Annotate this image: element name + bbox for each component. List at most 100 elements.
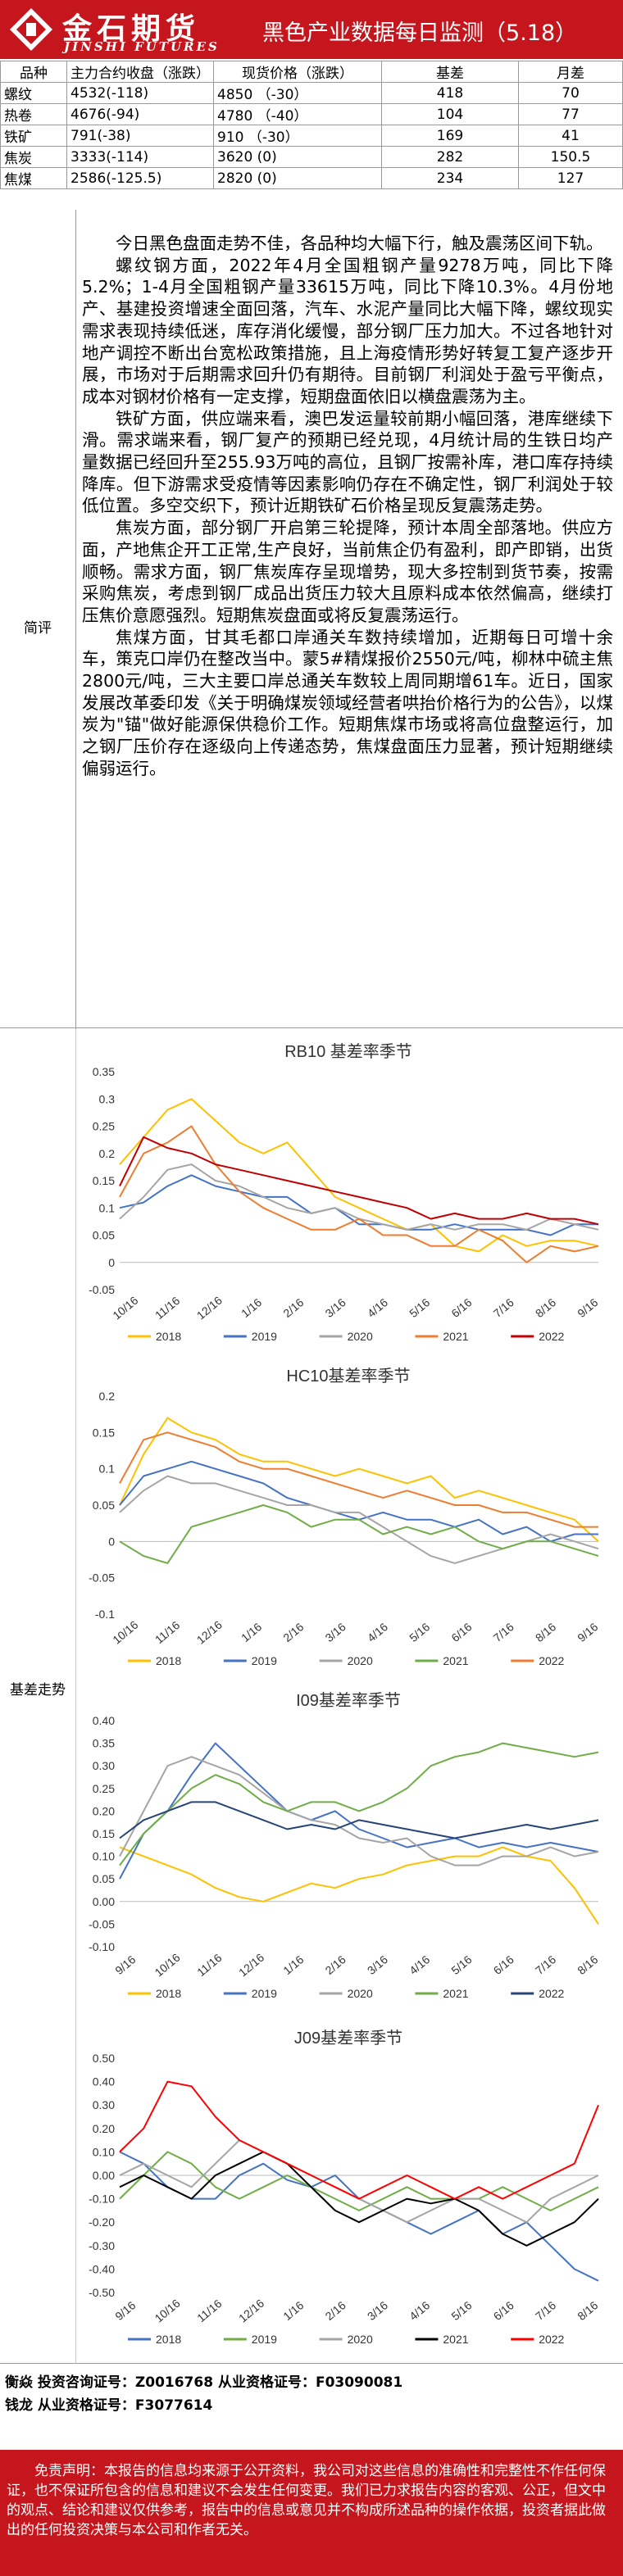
spot-price: 2820 (0) xyxy=(213,167,382,189)
column-header: 基差 xyxy=(381,61,519,83)
x-tick-label: 12/16 xyxy=(194,1618,225,1647)
chart-title: J09基差率季节 xyxy=(294,2029,402,2048)
legend-label: 2019 xyxy=(252,2333,277,2346)
commodity-name: 热卷 xyxy=(0,103,67,125)
spot-price: 910 （-30） xyxy=(213,125,382,147)
x-tick-label: 4/16 xyxy=(365,1295,390,1320)
spot-price: 4780 （-40） xyxy=(213,103,382,125)
x-tick-label: 12/16 xyxy=(194,1294,225,1322)
x-tick-label: 1/16 xyxy=(239,1295,264,1320)
y-tick-label: 0.35 xyxy=(93,1065,115,1078)
spot-price: 3620 (0) xyxy=(213,146,382,168)
series-line-2018 xyxy=(119,2151,599,2282)
analyst-line: 钱龙 从业资格证号：F3077614 xyxy=(5,2397,213,2414)
y-tick-label: 0 xyxy=(108,1535,115,1548)
legend-label: 2018 xyxy=(156,1330,181,1343)
chart-title: HC10基差率季节 xyxy=(286,1367,410,1386)
x-tick-label: 1/16 xyxy=(280,2298,306,2323)
y-tick-label: -0.20 xyxy=(89,2215,115,2229)
x-tick-label: 9/16 xyxy=(112,1952,138,1977)
x-tick-label: 9/16 xyxy=(112,2298,138,2323)
y-tick-label: 0.05 xyxy=(93,1499,115,1512)
hc10-basis-chart: HC10基差率季节 0.2 0.15 0.1 0.05 0 -0.05 -0.1 10/16 11… xyxy=(82,1360,615,1680)
y-tick-label: -0.30 xyxy=(89,2239,115,2252)
x-tick-label: 6/16 xyxy=(491,1952,516,1977)
y-tick-label: 0.00 xyxy=(93,1895,115,1908)
x-tick-label: 10/16 xyxy=(110,1618,140,1647)
y-tick-label: 0.15 xyxy=(93,1827,115,1840)
series-line-2021 xyxy=(119,1504,599,1564)
y-tick-label: 0.10 xyxy=(93,1850,115,1863)
legend-label: 2020 xyxy=(348,1330,373,1343)
x-tick-label: 6/16 xyxy=(448,1620,474,1644)
y-tick-label: 0.30 xyxy=(93,2098,115,2111)
spread-value: 77 xyxy=(518,103,623,125)
y-tick-label: 0.10 xyxy=(93,2145,115,2158)
x-tick-label: 4/16 xyxy=(365,1620,390,1644)
futures-close: 3333(-114) xyxy=(66,146,214,168)
series-line-2019 xyxy=(119,1174,598,1236)
series-line-2019 xyxy=(119,2151,599,2211)
commentary-paragraph: 铁矿方面，供应端来看，澳巴发运量较前期小幅回落，港库继续下滑。需求端来看，钢厂复… xyxy=(82,408,613,516)
column-header: 主力合约收盘（涨跌） xyxy=(66,61,214,83)
x-tick-label: 3/16 xyxy=(365,2298,390,2323)
y-tick-label: -0.40 xyxy=(89,2262,115,2275)
commentary-text: 今日黑色盘面走势不佳，各品种均大幅下行，触及震荡区间下轨。 螺纹钢方面，2022… xyxy=(82,233,613,780)
commentary-paragraph: 今日黑色盘面走势不佳，各品种均大幅下行，触及震荡区间下轨。 xyxy=(116,234,603,253)
spread-value: 41 xyxy=(518,125,623,147)
series-line-2018 xyxy=(119,1417,599,1543)
y-tick-label: 0.20 xyxy=(93,1804,115,1817)
x-tick-label: 10/16 xyxy=(152,2297,182,2325)
commentary-paragraph: 螺纹钢方面，2022年4月全国粗钢产量9278万吨，同比下降5.2%；1-4月全… xyxy=(82,255,613,406)
series-line-2018 xyxy=(119,1098,599,1253)
legend-label: 2021 xyxy=(443,2333,468,2346)
y-tick-label: 0.15 xyxy=(93,1174,115,1187)
series-line-2021 xyxy=(119,1742,599,1866)
basis-value: 234 xyxy=(381,167,519,189)
y-tick-label: 0.1 xyxy=(99,1201,116,1214)
table-row: 铁矿 791(-38) 910 （-30） 169 41 xyxy=(0,125,623,147)
series-line-2022 xyxy=(119,1431,598,1528)
legend-label: 2018 xyxy=(156,1987,181,2000)
y-tick-label: 0.3 xyxy=(99,1092,116,1105)
basis-value: 104 xyxy=(381,103,519,125)
series-line-2020 xyxy=(119,1756,599,1866)
x-tick-label: 9/16 xyxy=(575,1295,600,1320)
legend-label: 2022 xyxy=(539,1654,564,1667)
y-tick-label: 0.20 xyxy=(93,2122,115,2135)
y-tick-label: 0.30 xyxy=(93,1759,115,1772)
x-tick-label: 8/16 xyxy=(533,1295,558,1320)
series-line-2022 xyxy=(119,2080,599,2200)
x-tick-label: 7/16 xyxy=(533,2298,558,2323)
x-tick-label: 3/16 xyxy=(365,1952,390,1977)
series-line-2019 xyxy=(119,1742,599,1880)
x-tick-label: 11/16 xyxy=(152,1294,182,1322)
y-tick-label: -0.05 xyxy=(89,1917,115,1930)
x-tick-label: 2/16 xyxy=(280,1620,306,1644)
futures-close: 4532(-118) xyxy=(66,82,214,104)
legend-label: 2020 xyxy=(348,2333,373,2346)
legend-label: 2021 xyxy=(443,1330,468,1343)
y-tick-label: -0.05 xyxy=(89,1571,115,1585)
logo-name-en: JINSHI FUTURES xyxy=(64,39,220,54)
commentary-paragraph: 焦煤方面，甘其毛都口岸通关车数持续增加，近期每日可增十余车，策克口岸仍在整改当中… xyxy=(82,627,613,778)
chart-title: RB10 基差率季节 xyxy=(284,1042,412,1061)
basis-value: 169 xyxy=(381,125,519,147)
legend-label: 2020 xyxy=(348,1987,373,2000)
x-tick-label: 12/16 xyxy=(236,2297,266,2325)
j09-basis-chart: J09基差率季节 0.50 0.40 0.30 0.20 0.10 0.00 -0.10 -0.… xyxy=(82,2022,615,2358)
legend-label: 2019 xyxy=(252,1987,277,2000)
page-title: 黑色产业数据每日监测（5.18） xyxy=(262,20,578,46)
column-header: 现货价格（涨跌） xyxy=(213,61,382,83)
legend-label: 2022 xyxy=(539,1330,564,1343)
y-tick-label: 0.05 xyxy=(93,1872,115,1885)
legend-label: 2019 xyxy=(252,1330,277,1343)
legend-label: 2018 xyxy=(156,1654,181,1667)
disclaimer-text: 免责声明：本报告的信息均来源于公开资料，我公司对这些信息的准确性和完整性不作任何… xyxy=(7,2463,606,2538)
y-tick-label: 0.25 xyxy=(93,1782,115,1795)
y-tick-label: 0.50 xyxy=(93,2052,115,2065)
charts-section-label: 基差走势 xyxy=(10,1682,66,1698)
spot-price: 4850 （-30） xyxy=(213,82,382,104)
x-tick-label: 11/16 xyxy=(152,1618,182,1646)
table-row: 螺纹 4532(-118) 4850 （-30） 418 70 xyxy=(0,82,623,104)
